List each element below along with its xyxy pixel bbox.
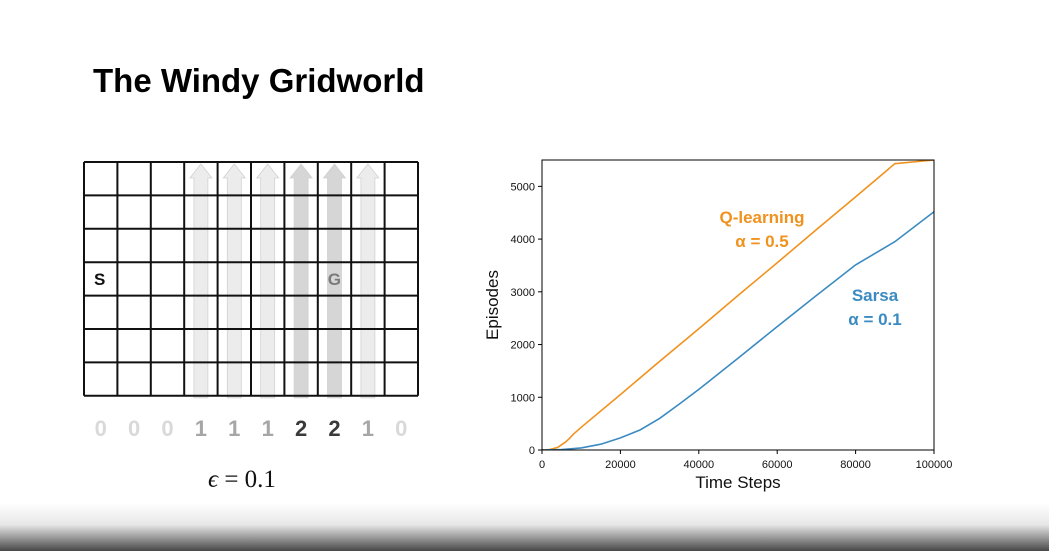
- epsilon-value: = 0.1: [218, 466, 276, 493]
- chart-axes: 0 20000 40000 60000 80000 100000 0 1000 2000 3000…: [511, 181, 953, 471]
- grid-cell-labels: S G: [94, 270, 341, 289]
- plot-frame: [541, 159, 935, 451]
- series-line-q-learning: [542, 160, 934, 450]
- wind-strength-value: 1: [228, 416, 240, 441]
- wind-arrow: [356, 163, 380, 399]
- chart-series: [542, 160, 934, 450]
- series-annotation: Q-learning: [719, 208, 804, 227]
- wind-strength-value: 0: [161, 416, 173, 441]
- wind-strength-value: 1: [195, 416, 207, 441]
- wind-strength-value: 2: [295, 416, 307, 441]
- episodes-vs-time-steps-chart: 0 20000 40000 60000 80000 100000 0 1000 2000 3000…: [483, 159, 953, 492]
- y-tick-label: 2000: [511, 340, 535, 352]
- x-tick-label: 100000: [916, 459, 953, 471]
- y-axis-label: Episodes: [483, 270, 502, 340]
- wind-arrow: [189, 163, 213, 399]
- start-cell-label: S: [94, 270, 105, 289]
- y-tick-label: 1000: [511, 392, 535, 404]
- slide-title: The Windy Gridworld: [93, 62, 425, 99]
- series-annotation: α = 0.1: [848, 310, 901, 329]
- wind-strength-value: 0: [95, 416, 107, 441]
- x-tick-label: 80000: [840, 459, 871, 471]
- wind-strength-value: 0: [395, 416, 407, 441]
- y-tick-label: 5000: [511, 181, 535, 193]
- wind-arrow: [255, 163, 280, 399]
- wind-arrow: [289, 163, 313, 399]
- epsilon-label: ϵ = 0.1: [208, 466, 276, 494]
- wind-strength-value: 1: [262, 416, 274, 441]
- y-tick-label: 0: [529, 445, 535, 457]
- x-tick-label: 0: [539, 459, 545, 471]
- y-tick-label: 3000: [511, 287, 535, 299]
- x-axis-label: Time Steps: [695, 473, 780, 492]
- wind-strength-value: 1: [362, 416, 374, 441]
- x-tick-label: 20000: [605, 459, 636, 471]
- wind-strength-value: 0: [128, 416, 140, 441]
- grid-lines: [83, 161, 419, 397]
- x-tick-label: 40000: [684, 459, 715, 471]
- epsilon-symbol: ϵ: [208, 466, 219, 493]
- wind-arrow: [322, 163, 347, 399]
- wind-arrows: [189, 163, 380, 399]
- chart-annotations: Q-learning α = 0.5 Sarsa α = 0.1: [719, 208, 901, 329]
- goal-cell-label: G: [328, 270, 341, 289]
- x-tick-label: 60000: [762, 459, 793, 471]
- video-overlay-gradient: [0, 503, 1049, 551]
- series-line-sarsa: [542, 211, 934, 450]
- y-tick-label: 4000: [511, 234, 535, 246]
- series-annotation: Sarsa: [852, 286, 899, 305]
- wind-arrow: [222, 163, 247, 399]
- series-annotation: α = 0.5: [735, 232, 788, 251]
- wind-strength-value: 2: [328, 416, 340, 441]
